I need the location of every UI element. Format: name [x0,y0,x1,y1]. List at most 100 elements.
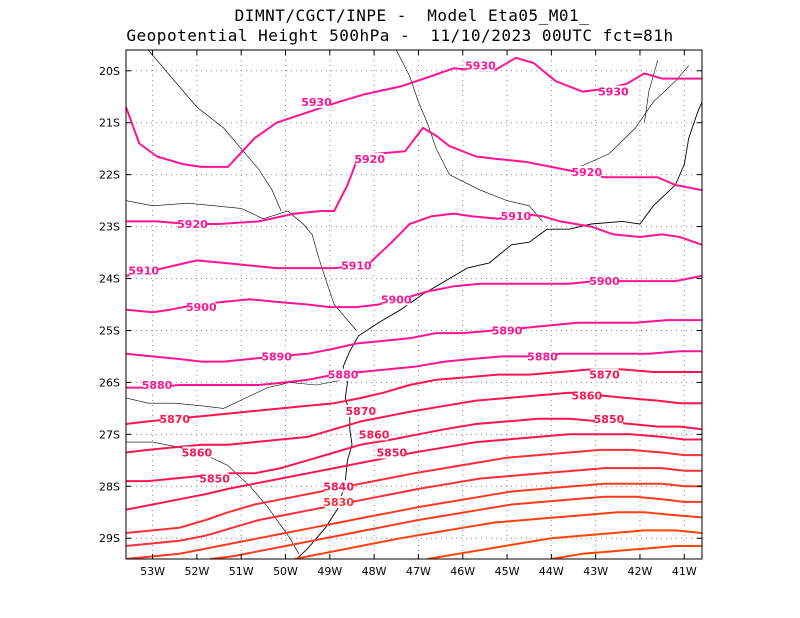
contour-5910 [126,212,702,277]
contour-label-bg [599,85,628,98]
contour-label-bg [178,217,207,230]
contour-label-bg [324,495,353,508]
contour-label-bg [187,301,216,314]
contour-label: 5910 [501,210,532,223]
contour-label: 5880 [527,350,558,363]
contour-label: 5860 [359,428,390,441]
contour-label: 5860 [571,389,602,402]
state-border [126,200,357,331]
contour-label: 5930 [301,96,332,109]
contour-5920 [126,126,702,225]
state-border [644,60,658,123]
x-tick-label: 45W [495,565,520,578]
contour-label-bg [572,166,601,179]
contour-label-bg [590,275,619,288]
contour-label: 5850 [377,447,408,460]
contour-label: 5870 [346,405,377,418]
x-tick-label: 53W [140,565,165,578]
y-tick-label: 24S [99,273,120,286]
contour-label-bg [262,350,291,363]
x-tick-label: 52W [184,565,209,578]
y-tick-label: 22S [99,169,120,182]
contour-label: 5910 [128,265,159,278]
x-tick-label: 47W [406,565,431,578]
x-tick-label: 51W [229,565,254,578]
contour-label: 5900 [186,301,217,314]
contour-label-bg [143,379,172,392]
contour-5830 [126,448,702,534]
contour-5860 [126,391,702,454]
contour-label: 5920 [177,218,208,231]
map-layer: 5930 5930 5930 5920 5920 5920 5910 5910 5910 5900… [126,50,702,559]
contour-5770 [551,545,702,559]
x-tick-label: 49W [317,565,342,578]
contour-label: 5930 [598,86,629,99]
contour-label: 5840 [323,480,354,493]
contour-label: 5920 [354,153,385,166]
contour-label: 5880 [328,369,359,382]
contour-label-bg [493,324,522,337]
state-border [396,50,543,222]
contour-label: 5830 [323,496,354,509]
contour-label-bg [182,446,211,459]
x-tick-label: 44W [539,565,564,578]
x-tick-label: 41W [672,565,697,578]
state-border [147,50,282,212]
x-tick-label: 42W [628,565,653,578]
x-tick-label: 43W [583,565,608,578]
contour-5930 [126,56,702,168]
contour-label-bg [590,368,619,381]
contour-5780 [427,529,702,559]
contour-label: 5850 [199,472,230,485]
contour-label-bg [329,368,358,381]
contour-label: 5900 [381,293,412,306]
contour-label: 5880 [142,379,173,392]
y-tick-label: 28S [99,480,120,493]
x-tick-label: 48W [362,565,387,578]
chart-title-line-2: Geopotential Height 500hPa - 11/10/2023 … [126,26,674,45]
contour-5880 [126,350,702,389]
contour-label-bg [342,259,371,272]
contour-5890 [126,319,702,363]
y-tick-label: 26S [99,376,120,389]
y-tick-label: 21S [99,117,120,130]
contour-label-bg [594,412,623,425]
contour-label-bg [200,472,229,485]
y-tick-label: 23S [99,221,120,234]
contour-5810 [126,482,702,559]
state-border [126,441,300,554]
plot-frame [125,49,703,560]
contour-5790 [294,511,702,559]
contour-label: 5890 [492,324,523,337]
y-tick-label: 27S [99,428,120,441]
contour-label-bg [160,412,189,425]
contour-label-bg [377,446,406,459]
contour-label-bg [360,428,389,441]
x-tick-label: 46W [450,565,475,578]
y-tick-label: 20S [99,65,120,78]
contour-label-bg [129,264,158,277]
state-border [126,379,344,409]
contour-label: 5900 [589,275,620,288]
chart-title-line-1: DIMNT/CGCT/INPE - Model Eta05_M01_ [234,6,590,25]
contour-label-bg [302,95,331,108]
contour-label-bg [382,293,411,306]
contour-label-bg [572,389,601,402]
contour-label: 5850 [594,413,625,426]
x-tick-label: 50W [273,565,298,578]
contour-label-bg [324,480,353,493]
y-tick-label: 25S [99,324,120,337]
contour-label: 5920 [571,166,602,179]
contour-label: 5910 [341,260,372,273]
contour-label-bg [466,59,495,72]
contour-label: 5870 [159,413,190,426]
contour-label: 5860 [182,447,213,460]
contour-5800 [210,495,702,559]
contour-label-bg [346,404,375,417]
y-tick-label: 29S [99,532,120,545]
contour-label: 5930 [465,60,496,73]
contour-5820 [126,467,702,547]
contour-label: 5890 [261,350,292,363]
contour-label: 5870 [589,369,620,382]
